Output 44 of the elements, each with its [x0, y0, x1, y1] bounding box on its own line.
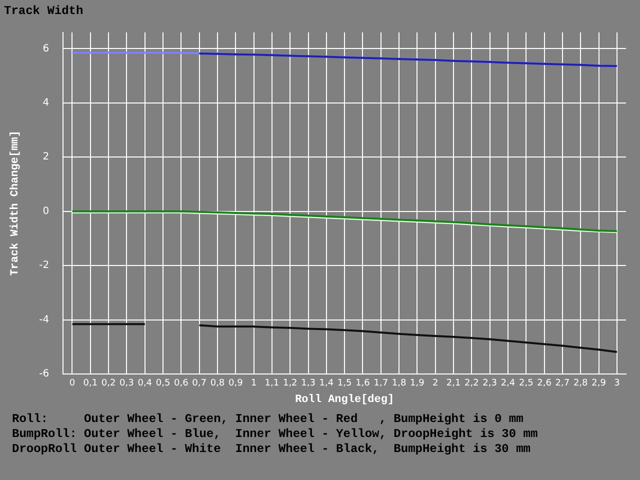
x-tick-label: 2,3 — [482, 378, 497, 389]
y-axis-title: Track Width Change[mm] — [9, 130, 22, 276]
y-tick-label: -6 — [39, 368, 50, 380]
x-tick-label: 1,9 — [410, 378, 425, 389]
x-tick-label: 0,5 — [156, 378, 170, 389]
x-tick-label: 1,7 — [374, 378, 388, 389]
x-tick-label: 2,4 — [500, 378, 516, 389]
x-tick-label: 0,8 — [210, 378, 225, 389]
x-tick-label: 1,4 — [319, 378, 334, 389]
text: DroopRoll Outer Wheel - White Inner Wheel - Black, BumpHeight is 30 mm — [12, 442, 532, 457]
x-tick-label: 0,4 — [138, 378, 152, 389]
y-tick-label: -2 — [39, 260, 50, 272]
x-tick-label: 2,2 — [464, 378, 479, 389]
x-tick-label: 1,3 — [301, 378, 316, 389]
x-tick-label: 2,5 — [518, 378, 534, 389]
text: Roll: Outer Wheel - Green, Inner Wheel - Red , BumpHeight is 0 mm — [12, 412, 524, 427]
x-tick-label: 0,6 — [174, 378, 189, 389]
x-tick-label: 2,1 — [446, 378, 461, 389]
y-tick-label: 0 — [42, 206, 50, 217]
x-tick-label: 0 — [69, 378, 76, 389]
x-tick-label: 0,2 — [101, 378, 116, 389]
x-tick-label: 1,5 — [337, 378, 352, 389]
y-tick-label: 6 — [42, 43, 50, 54]
y-tick-label: 4 — [42, 97, 50, 108]
x-tick-label: 1,8 — [392, 378, 406, 389]
x-tick-label: 0,1 — [83, 378, 98, 389]
x-tick-label: 0,9 — [228, 378, 244, 389]
x-tick-label: 1,2 — [282, 378, 298, 389]
x-tick-label: 2,7 — [555, 378, 570, 389]
x-tick-label: 2,6 — [537, 378, 552, 389]
x-tick-label: 1,1 — [264, 378, 280, 389]
x-tick-label: 2,8 — [573, 378, 588, 389]
y-tick-label: -4 — [39, 314, 50, 326]
text: BumpRoll: Outer Wheel - Blue, Inner Wheel - Yellow, DroopHeight is 30 mm — [12, 427, 539, 442]
x-tick-label: 1 — [250, 378, 257, 389]
x-tick-label: 3 — [614, 378, 620, 389]
x-tick-label: 1,6 — [356, 378, 370, 389]
y-tick-label: 2 — [42, 152, 50, 163]
x-tick-label: 0,3 — [120, 378, 134, 389]
x-tick-label: 2 — [432, 378, 438, 389]
x-tick-label: 2,9 — [592, 378, 606, 389]
x-tick-label: 0,7 — [192, 378, 207, 389]
chart-title: Track Width — [4, 4, 84, 18]
x-axis-title: Roll Angle[deg] — [295, 394, 394, 406]
